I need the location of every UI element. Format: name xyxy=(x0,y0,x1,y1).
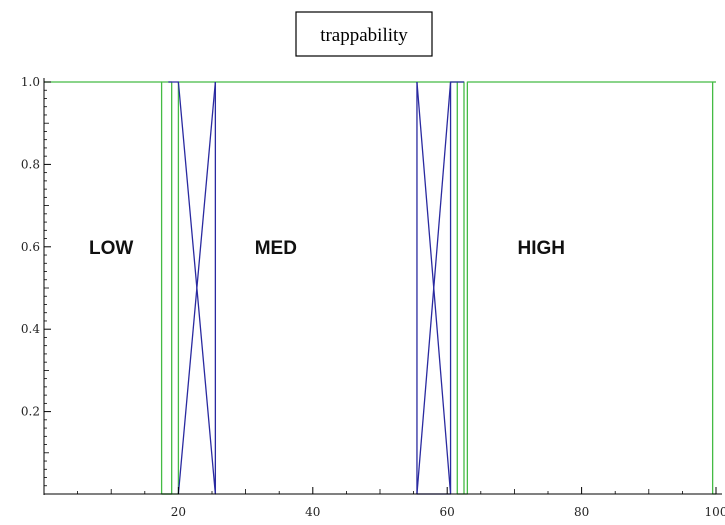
series-line-8 xyxy=(416,81,452,495)
y-tick-label: 0.2 xyxy=(21,405,40,419)
x-tick-label: 80 xyxy=(574,505,589,519)
series-line-0 xyxy=(44,81,716,495)
y-tick-label: 1.0 xyxy=(21,75,40,89)
y-tick-label: 0.4 xyxy=(21,322,40,336)
x-tick-label: 100 xyxy=(705,505,725,519)
x-tick-label: 40 xyxy=(305,505,320,519)
region-label-high: HIGH xyxy=(518,238,566,259)
axes-layer: 0.2 0.4 0.6 0.8 1.0 20 40 60 80 100 xyxy=(21,75,725,519)
series-line-4 xyxy=(168,81,217,495)
chart-title: trappability xyxy=(320,25,408,46)
x-tick-label: 60 xyxy=(440,505,455,519)
x-tick-label: 20 xyxy=(171,505,186,519)
y-tick-label: 0.6 xyxy=(21,240,40,254)
series-layer xyxy=(44,81,716,495)
labels-layer: LOW MED HIGH xyxy=(89,238,565,259)
y-tick-label: 0.8 xyxy=(21,157,40,171)
series-line-2 xyxy=(457,81,465,494)
region-label-low: LOW xyxy=(89,238,133,259)
chart-title-box: trappability xyxy=(295,11,433,57)
region-label-med: MED xyxy=(255,238,297,259)
series-line-5 xyxy=(177,81,217,495)
series-line-1 xyxy=(161,81,173,495)
